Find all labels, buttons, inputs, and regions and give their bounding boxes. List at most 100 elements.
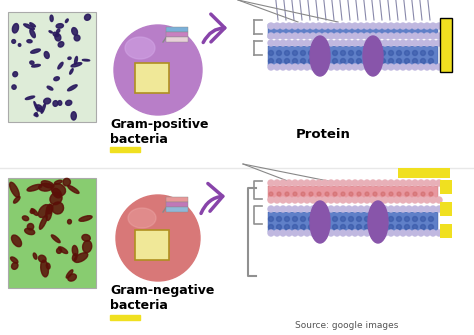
Circle shape: [268, 64, 274, 70]
Ellipse shape: [30, 210, 35, 213]
Circle shape: [322, 206, 328, 212]
Circle shape: [370, 33, 376, 39]
Circle shape: [394, 230, 400, 236]
Ellipse shape: [51, 184, 65, 196]
Circle shape: [268, 23, 274, 29]
Circle shape: [328, 197, 334, 203]
Ellipse shape: [310, 201, 330, 243]
Circle shape: [292, 206, 298, 212]
Circle shape: [310, 180, 316, 186]
Circle shape: [310, 197, 316, 203]
Ellipse shape: [27, 223, 34, 230]
Circle shape: [340, 59, 346, 64]
Ellipse shape: [22, 216, 29, 221]
Ellipse shape: [11, 235, 21, 247]
Circle shape: [304, 180, 310, 186]
Circle shape: [346, 197, 352, 203]
Ellipse shape: [58, 100, 62, 105]
Circle shape: [286, 230, 292, 236]
Circle shape: [292, 40, 298, 46]
Circle shape: [274, 64, 280, 70]
Ellipse shape: [71, 63, 82, 67]
Circle shape: [418, 33, 424, 39]
Ellipse shape: [65, 100, 72, 106]
Circle shape: [325, 51, 329, 56]
Circle shape: [292, 180, 298, 186]
Circle shape: [310, 23, 316, 29]
Circle shape: [376, 230, 382, 236]
Circle shape: [334, 33, 340, 39]
Circle shape: [365, 59, 370, 64]
Circle shape: [382, 40, 388, 46]
Ellipse shape: [84, 14, 91, 20]
Ellipse shape: [53, 32, 59, 37]
Circle shape: [382, 206, 388, 212]
Ellipse shape: [82, 234, 90, 241]
Circle shape: [430, 230, 436, 236]
Circle shape: [325, 224, 329, 229]
Circle shape: [424, 33, 430, 39]
Circle shape: [286, 180, 292, 186]
Bar: [8, 178, 96, 288]
FancyBboxPatch shape: [440, 18, 452, 72]
Ellipse shape: [32, 64, 40, 67]
Circle shape: [340, 230, 346, 236]
Circle shape: [316, 180, 322, 186]
Bar: [166, 32, 188, 37]
Circle shape: [389, 216, 393, 221]
Circle shape: [382, 197, 388, 203]
Circle shape: [346, 40, 352, 46]
Circle shape: [376, 23, 382, 29]
Ellipse shape: [74, 253, 88, 262]
Circle shape: [370, 23, 376, 29]
Ellipse shape: [53, 188, 61, 198]
Ellipse shape: [54, 77, 59, 81]
Circle shape: [328, 230, 334, 236]
Circle shape: [268, 206, 274, 212]
Circle shape: [412, 216, 418, 221]
Circle shape: [328, 180, 334, 186]
Ellipse shape: [46, 204, 52, 220]
Circle shape: [358, 206, 364, 212]
Circle shape: [298, 230, 304, 236]
Ellipse shape: [68, 274, 76, 281]
Ellipse shape: [44, 98, 51, 104]
Circle shape: [365, 216, 370, 221]
Ellipse shape: [46, 205, 53, 214]
Circle shape: [430, 23, 436, 29]
Circle shape: [381, 192, 385, 196]
Circle shape: [373, 51, 377, 56]
Circle shape: [298, 64, 304, 70]
Bar: [440, 224, 452, 238]
Circle shape: [348, 216, 354, 221]
Bar: [268, 24, 438, 38]
FancyBboxPatch shape: [135, 230, 169, 260]
Circle shape: [268, 180, 274, 186]
Circle shape: [352, 180, 358, 186]
Circle shape: [340, 197, 346, 203]
Circle shape: [334, 64, 340, 70]
Circle shape: [304, 206, 310, 212]
Circle shape: [396, 51, 401, 56]
Circle shape: [364, 197, 370, 203]
Circle shape: [382, 230, 388, 236]
Circle shape: [388, 33, 394, 39]
Ellipse shape: [44, 52, 49, 58]
Circle shape: [322, 64, 328, 70]
Bar: [268, 186, 438, 200]
Circle shape: [381, 224, 385, 229]
Text: bacteria: bacteria: [110, 299, 168, 312]
Ellipse shape: [27, 40, 32, 43]
Ellipse shape: [128, 208, 156, 228]
Circle shape: [364, 64, 370, 70]
Ellipse shape: [57, 29, 60, 32]
Circle shape: [341, 192, 345, 196]
Circle shape: [412, 33, 418, 39]
Circle shape: [404, 51, 410, 56]
Text: Protein: Protein: [296, 128, 351, 141]
Circle shape: [406, 40, 412, 46]
Circle shape: [352, 33, 358, 39]
Circle shape: [340, 206, 346, 212]
Circle shape: [404, 224, 410, 229]
Ellipse shape: [55, 34, 61, 41]
